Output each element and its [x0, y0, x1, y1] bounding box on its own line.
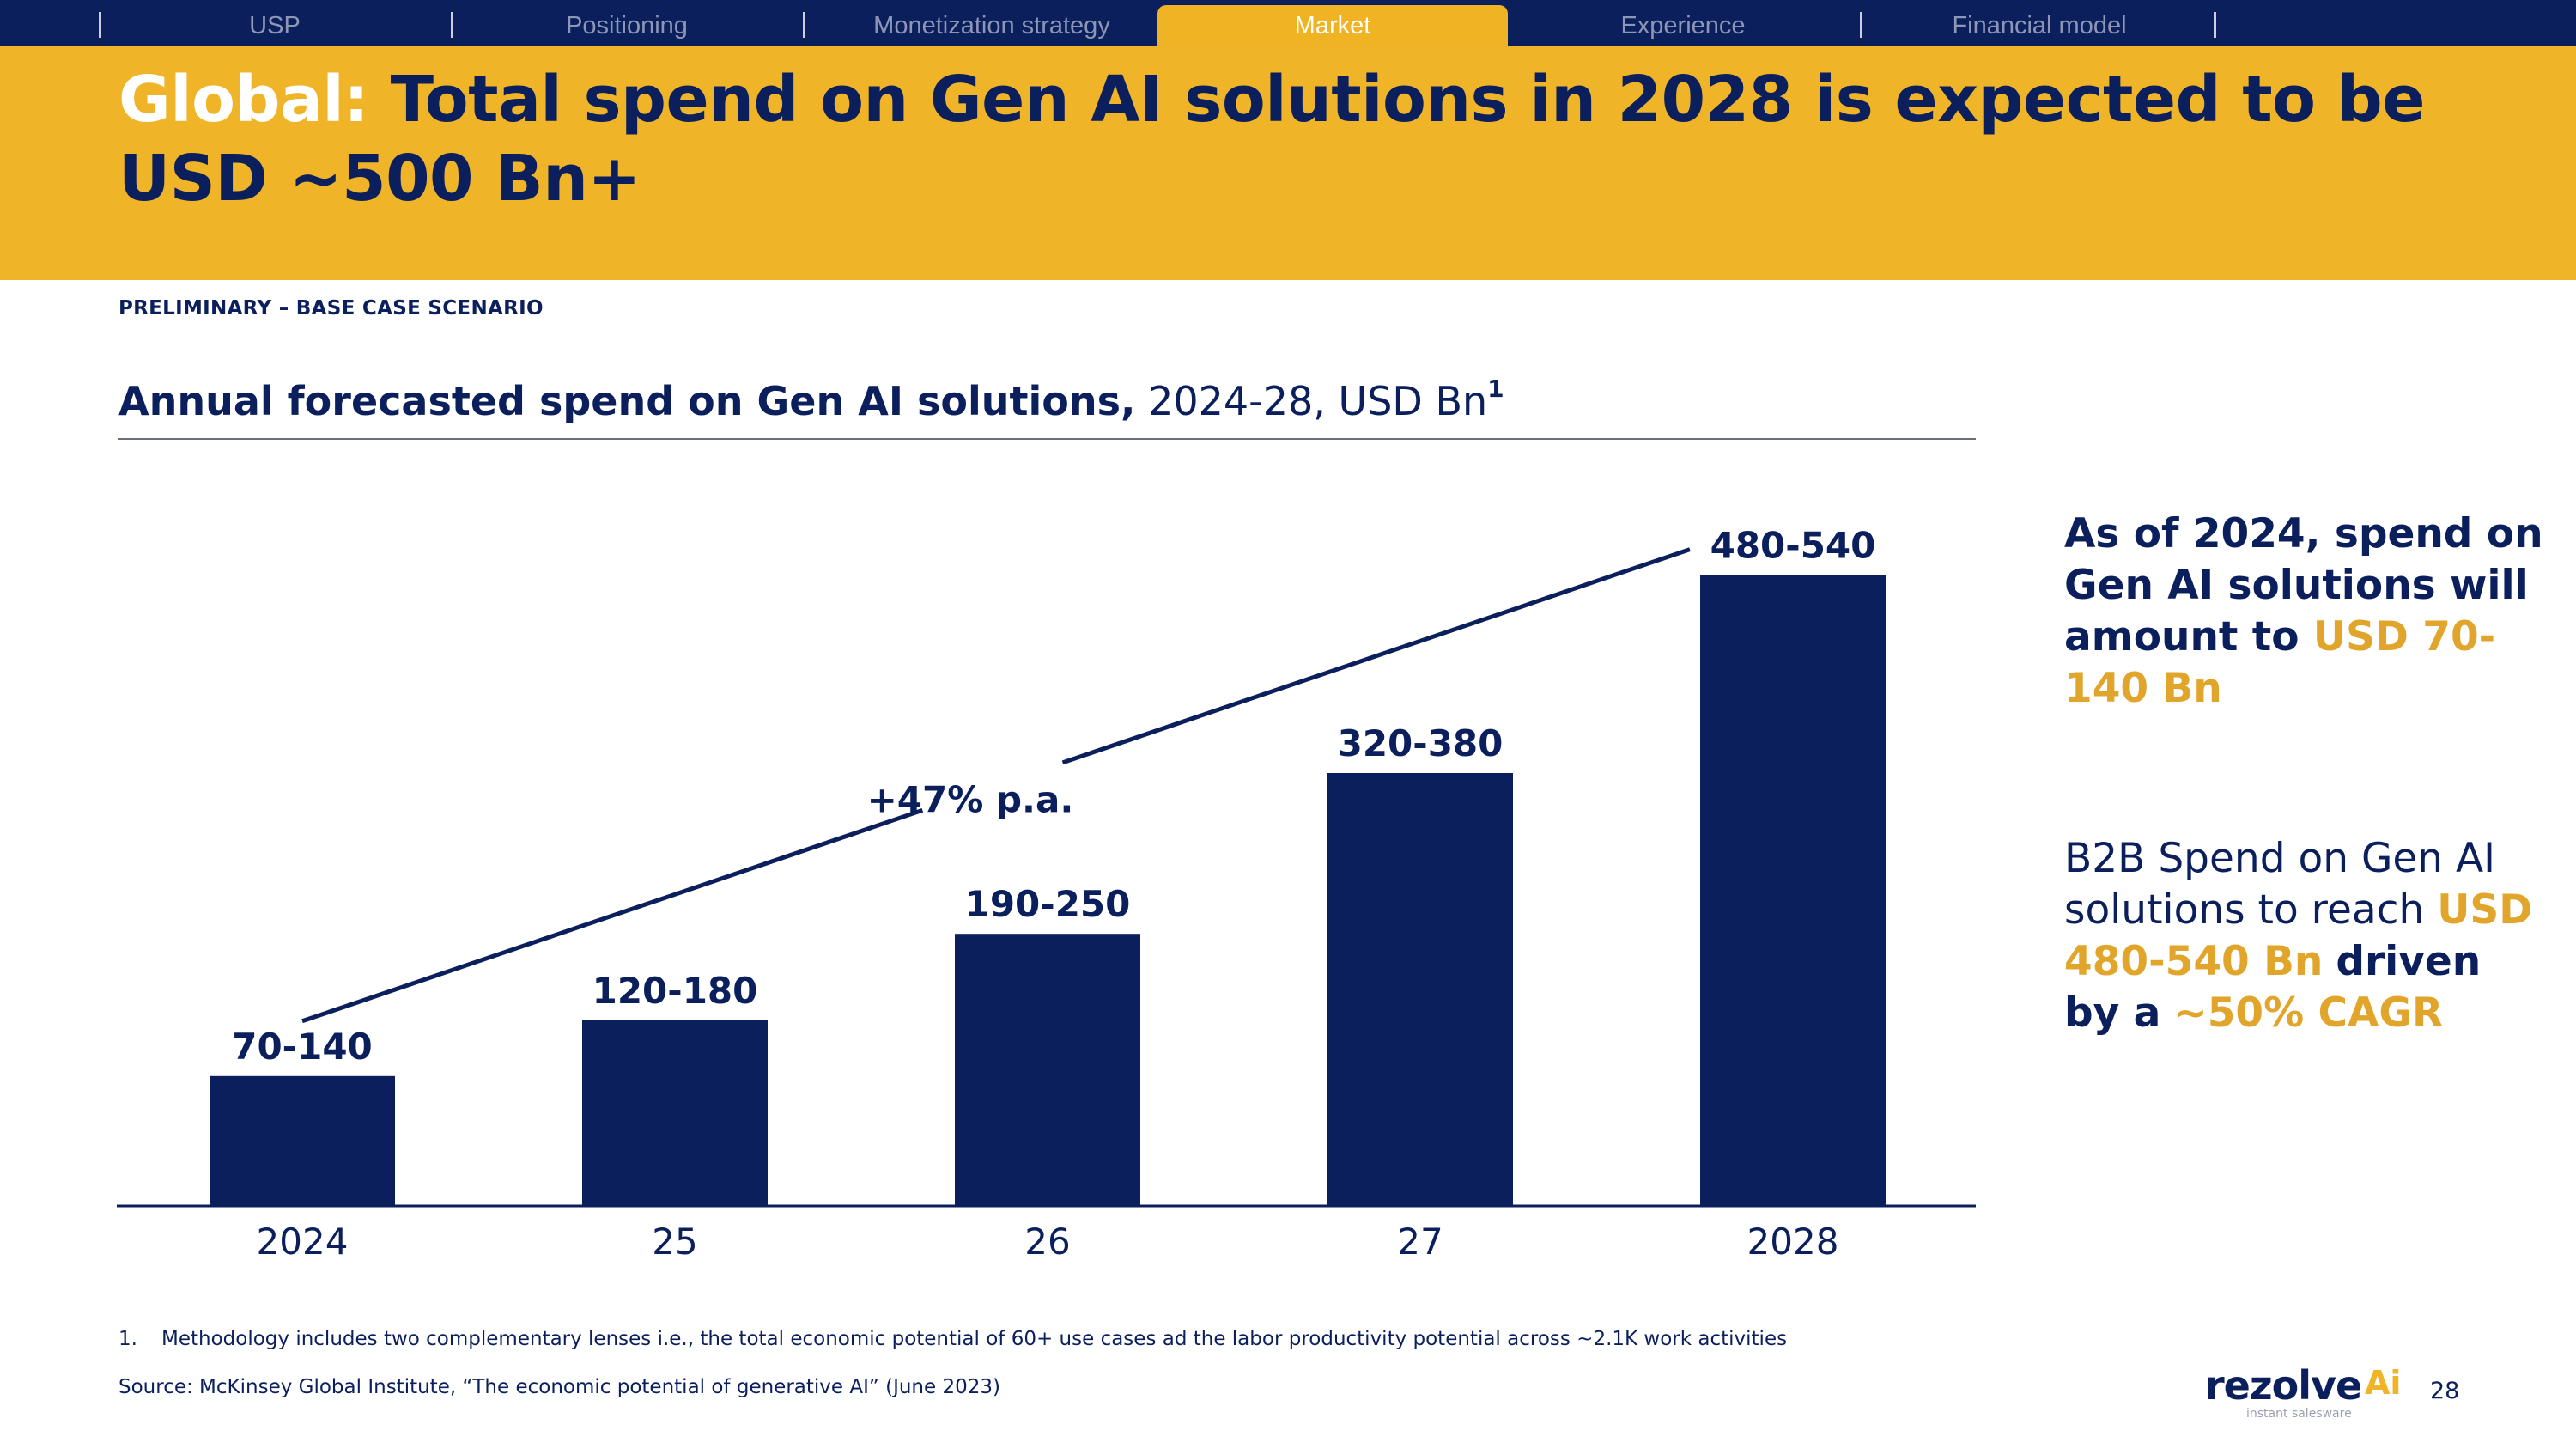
tab-positioning[interactable]: Positioning [566, 11, 688, 40]
chart-title-footnote-ref: 1 [1487, 374, 1504, 403]
growth-trend-line [301, 807, 924, 1024]
tab-experience[interactable]: Experience [1620, 11, 1746, 40]
bar-2024 [210, 1075, 395, 1206]
rezolve-logo: rezolve Ai instant salesware [2205, 1362, 2404, 1421]
logo-tagline: instant salesware [2246, 1407, 2352, 1421]
x-tick-2028: 2028 [1747, 1221, 1839, 1263]
x-tick-26: 26 [1024, 1221, 1070, 1263]
chart-title-rule [118, 438, 1976, 440]
nav-separator [2214, 12, 2216, 38]
data-label-25: 120-180 [592, 970, 758, 1012]
callout-secondary-cagr: ~50% CAGR [2173, 989, 2444, 1037]
footnote-number: 1. [118, 1328, 137, 1350]
bar-26 [955, 934, 1140, 1206]
callout-primary: As of 2024, spend on Gen AI solutions wi… [2064, 508, 2545, 715]
callout-secondary-suffix: driven by a [2064, 938, 2482, 1037]
footnote-text: Methodology includes two complementary l… [161, 1328, 1788, 1350]
nav-separator [803, 12, 805, 38]
headline-band [0, 46, 2576, 280]
chart-title-regular: 2024-28, USD Bn [1148, 378, 1488, 424]
footnote: 1. Methodology includes two complementary… [118, 1328, 1787, 1350]
bar-27 [1327, 773, 1513, 1206]
page-title: Global: Total spend on Gen AI solutions … [118, 60, 2488, 218]
tab-usp[interactable]: USP [249, 11, 301, 40]
nav-separator [1860, 12, 1862, 38]
chart-title-bold: Annual forecasted spend on Gen AI soluti… [118, 378, 1136, 424]
callout-secondary-highlight: USD 480-540 Bn [2064, 886, 2533, 985]
logo-wordmark: rezolve [2205, 1362, 2362, 1409]
data-label-2028: 480-540 [1710, 525, 1876, 567]
growth-annotation: +47% p.a. [867, 779, 1074, 821]
page-number: 28 [2430, 1378, 2460, 1404]
data-label-27: 320-380 [1338, 722, 1504, 764]
section-nav: USP Positioning Monetization strategy Ma… [0, 0, 2576, 46]
bar-chart: 70-140 2024 120-180 25 190-250 26 320-380 27 480… [117, 525, 1976, 1263]
x-tick-25: 25 [652, 1221, 697, 1263]
callout-primary-highlight: USD 70-140 Bn [2064, 613, 2496, 712]
tab-monetization-strategy[interactable]: Monetization strategy [873, 11, 1110, 40]
x-tick-2024: 2024 [257, 1221, 349, 1263]
title-main: Total spend on Gen AI solutions in 2028 … [118, 63, 2425, 216]
tab-market[interactable]: Market [1157, 5, 1508, 46]
data-label-2024: 70-140 [232, 1026, 373, 1068]
callout-primary-text: As of 2024, spend on Gen AI solutions wi… [2064, 510, 2543, 661]
bar-25 [582, 1020, 768, 1206]
chart-title: Annual forecasted spend on Gen AI soluti… [118, 374, 1504, 424]
growth-trend-line [1061, 547, 1691, 765]
bar-2028 [1700, 575, 1886, 1206]
scenario-label: PRELIMINARY – BASE CASE SCENARIO [118, 297, 544, 320]
tab-financial-model[interactable]: Financial model [1952, 11, 2127, 40]
nav-separator [451, 12, 453, 38]
callout-secondary: B2B Spend on Gen AI solutions to reach U… [2064, 833, 2545, 1039]
logo-ai-mark: Ai [2365, 1364, 2402, 1402]
data-label-26: 190-250 [965, 883, 1131, 925]
x-tick-27: 27 [1397, 1221, 1443, 1263]
callout-secondary-text: B2B Spend on Gen AI solutions to reach [2064, 835, 2496, 934]
nav-separator [99, 12, 101, 38]
source-note: Source: McKinsey Global Institute, “The … [118, 1376, 1000, 1398]
title-prefix: Global: [118, 63, 369, 137]
